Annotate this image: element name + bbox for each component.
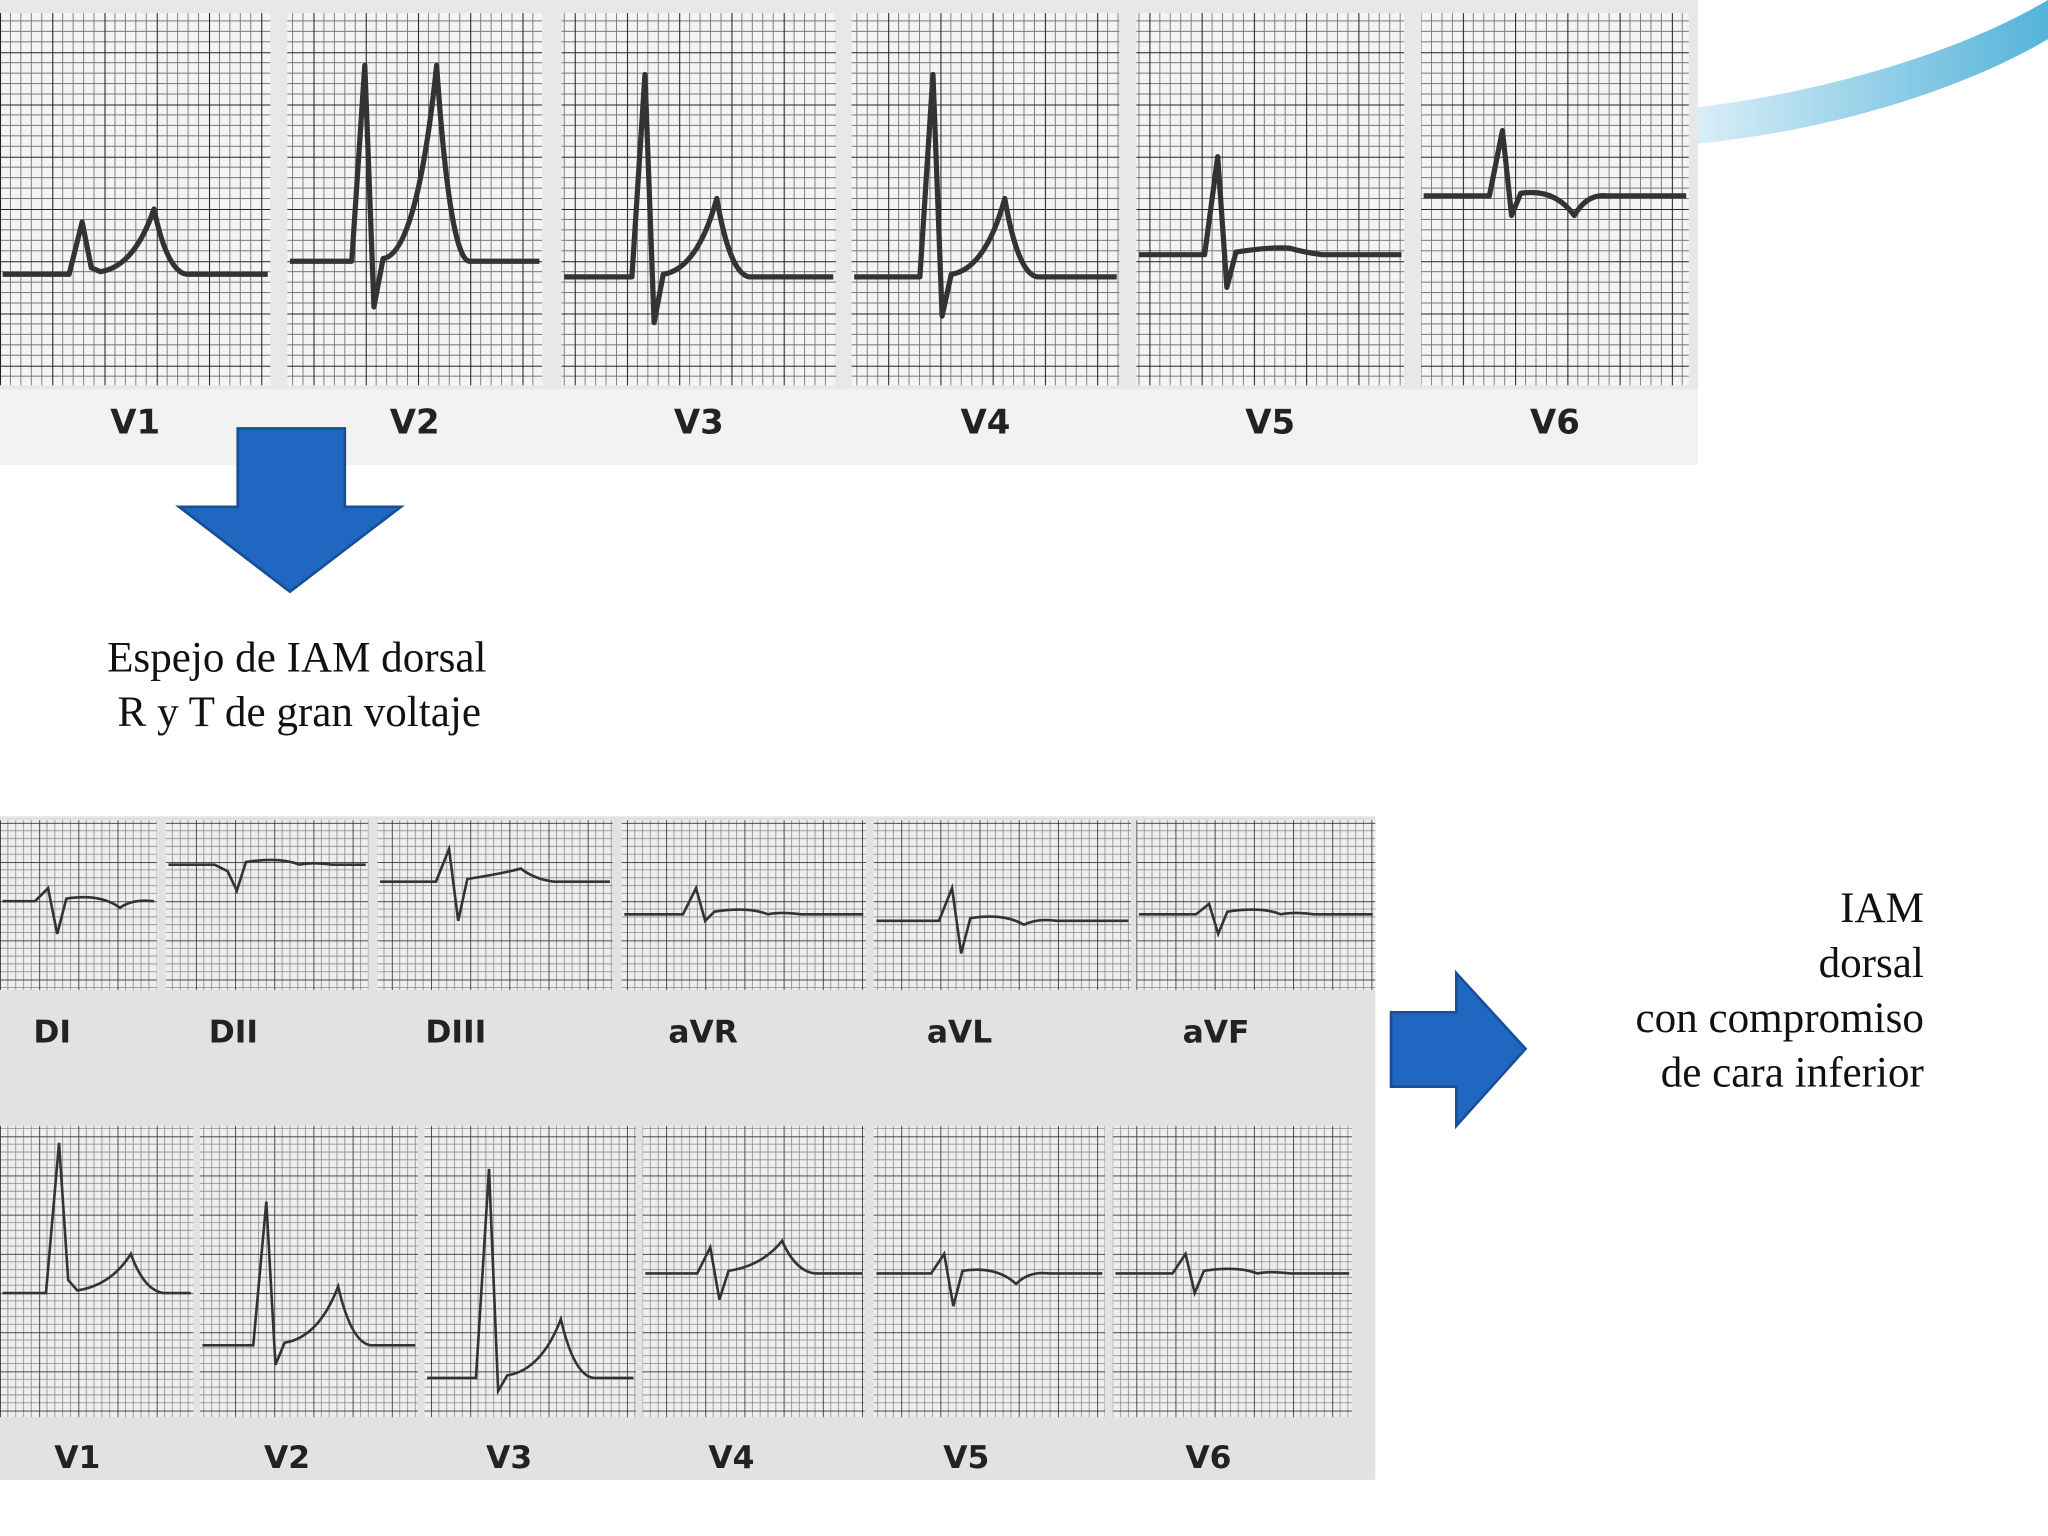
ecg-trace	[876, 883, 1129, 954]
lead-label: DIII	[425, 1014, 486, 1050]
top-panels: V1 V2 V3 V4 V5 V6	[0, 13, 1689, 443]
ecg-trace	[645, 1238, 863, 1300]
ecg-grid	[642, 1125, 865, 1418]
ecg-grid	[377, 820, 613, 991]
lead-label: V5	[943, 1440, 989, 1476]
lead-label: V2	[264, 1440, 310, 1476]
ecg-grid	[1112, 1125, 1352, 1418]
ecg-trace	[1138, 901, 1373, 938]
ecg-grid	[424, 1125, 637, 1418]
ecg-trace	[1115, 1250, 1350, 1298]
ecg-grid	[1136, 820, 1376, 991]
top-image	[0, 0, 1698, 465]
ecg-trace	[854, 71, 1117, 319]
lead-label: V1	[110, 403, 160, 443]
ecg-grid	[0, 1125, 194, 1418]
ecg-trace	[2, 885, 155, 935]
ecg-trace	[564, 71, 834, 326]
lead-label: aVR	[668, 1014, 738, 1050]
ecg-grid	[621, 820, 866, 991]
ecg-trace	[2, 206, 268, 277]
bottom-panels: DI DII DIII aVR aVL aVF V1 V2 V3 V4 V5 V6	[0, 820, 1376, 1476]
lead-label: V4	[961, 403, 1011, 443]
decor-swoosh	[1697, 0, 2048, 144]
ecg-trace	[289, 62, 540, 310]
ecg-trace	[427, 1168, 634, 1396]
lead-label: V4	[708, 1440, 754, 1476]
ecg-grid	[0, 820, 157, 991]
down-arrow	[175, 427, 405, 594]
lead-label: DI	[33, 1014, 71, 1050]
lead-label: V3	[486, 1440, 532, 1476]
conclusion-line: de cara inferior	[1661, 1050, 1924, 1097]
lead-label: V6	[1185, 1440, 1231, 1476]
ecg-trace	[202, 1201, 416, 1366]
lead-label: V1	[54, 1440, 100, 1476]
ecg-trace	[624, 884, 864, 924]
caption-line: R y T de gran voltaje	[118, 689, 481, 736]
lead-label: aVL	[927, 1014, 992, 1050]
ecg-grid	[851, 13, 1120, 386]
ecg-grid	[0, 13, 271, 386]
ecg-trace	[1138, 154, 1402, 290]
ecg-grid	[1136, 13, 1405, 386]
conclusion-line: dorsal	[1819, 940, 1924, 987]
caption-line: Espejo de IAM dorsal	[107, 634, 486, 681]
conclusion-line: con compromiso	[1635, 995, 1923, 1042]
lead-label: DII	[209, 1014, 258, 1050]
lead-label: V3	[674, 403, 724, 443]
ecg-trace	[876, 1250, 1103, 1307]
ecg-trace	[1423, 128, 1687, 219]
ecg-trace	[168, 858, 366, 895]
ecg-grid	[873, 820, 1132, 991]
right-arrow	[1389, 969, 1528, 1130]
ecg-trace	[2, 1142, 191, 1295]
lead-label: aVF	[1183, 1014, 1250, 1050]
conclusion-line: IAM	[1840, 885, 1924, 932]
ecg-grid	[199, 1125, 418, 1418]
ecg-trace	[380, 843, 610, 922]
ecg-grid	[165, 820, 369, 991]
lead-label: V5	[1245, 403, 1295, 443]
lead-label: V6	[1530, 403, 1580, 443]
ecg-grid	[561, 13, 836, 386]
lead-label: V2	[390, 403, 440, 443]
